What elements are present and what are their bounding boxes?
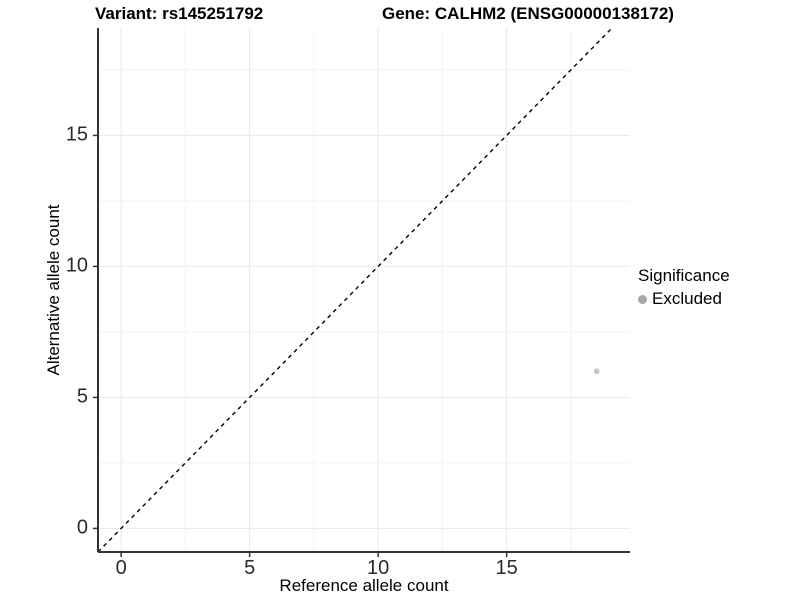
y-axis-title: Alternative allele count (44, 204, 63, 376)
gene-title: Gene: CALHM2 (ENSG00000138172) (382, 4, 674, 23)
legend-title: Significance (638, 266, 730, 285)
x-tick-label: 0 (115, 557, 127, 579)
y-tick-label: 5 (76, 385, 88, 408)
excluded-point-icon (638, 294, 647, 304)
x-axis-title: Reference allele count (279, 576, 449, 595)
identity-dashed-line (97, 27, 613, 553)
y-tick-label: 0 (76, 516, 88, 539)
variant-title: Variant: rs145251792 (95, 4, 264, 23)
x-tick-label: 10 (367, 557, 390, 579)
y-tick-label: 15 (65, 123, 88, 146)
x-tick-label: 5 (244, 557, 256, 579)
y-tick-label: 10 (65, 254, 88, 277)
data-point (593, 368, 600, 375)
legend-item-excluded: Excluded (638, 289, 730, 309)
legend: Significance Excluded (638, 266, 730, 309)
x-tick-label: 15 (495, 557, 518, 579)
legend-item-label: Excluded (652, 289, 722, 308)
